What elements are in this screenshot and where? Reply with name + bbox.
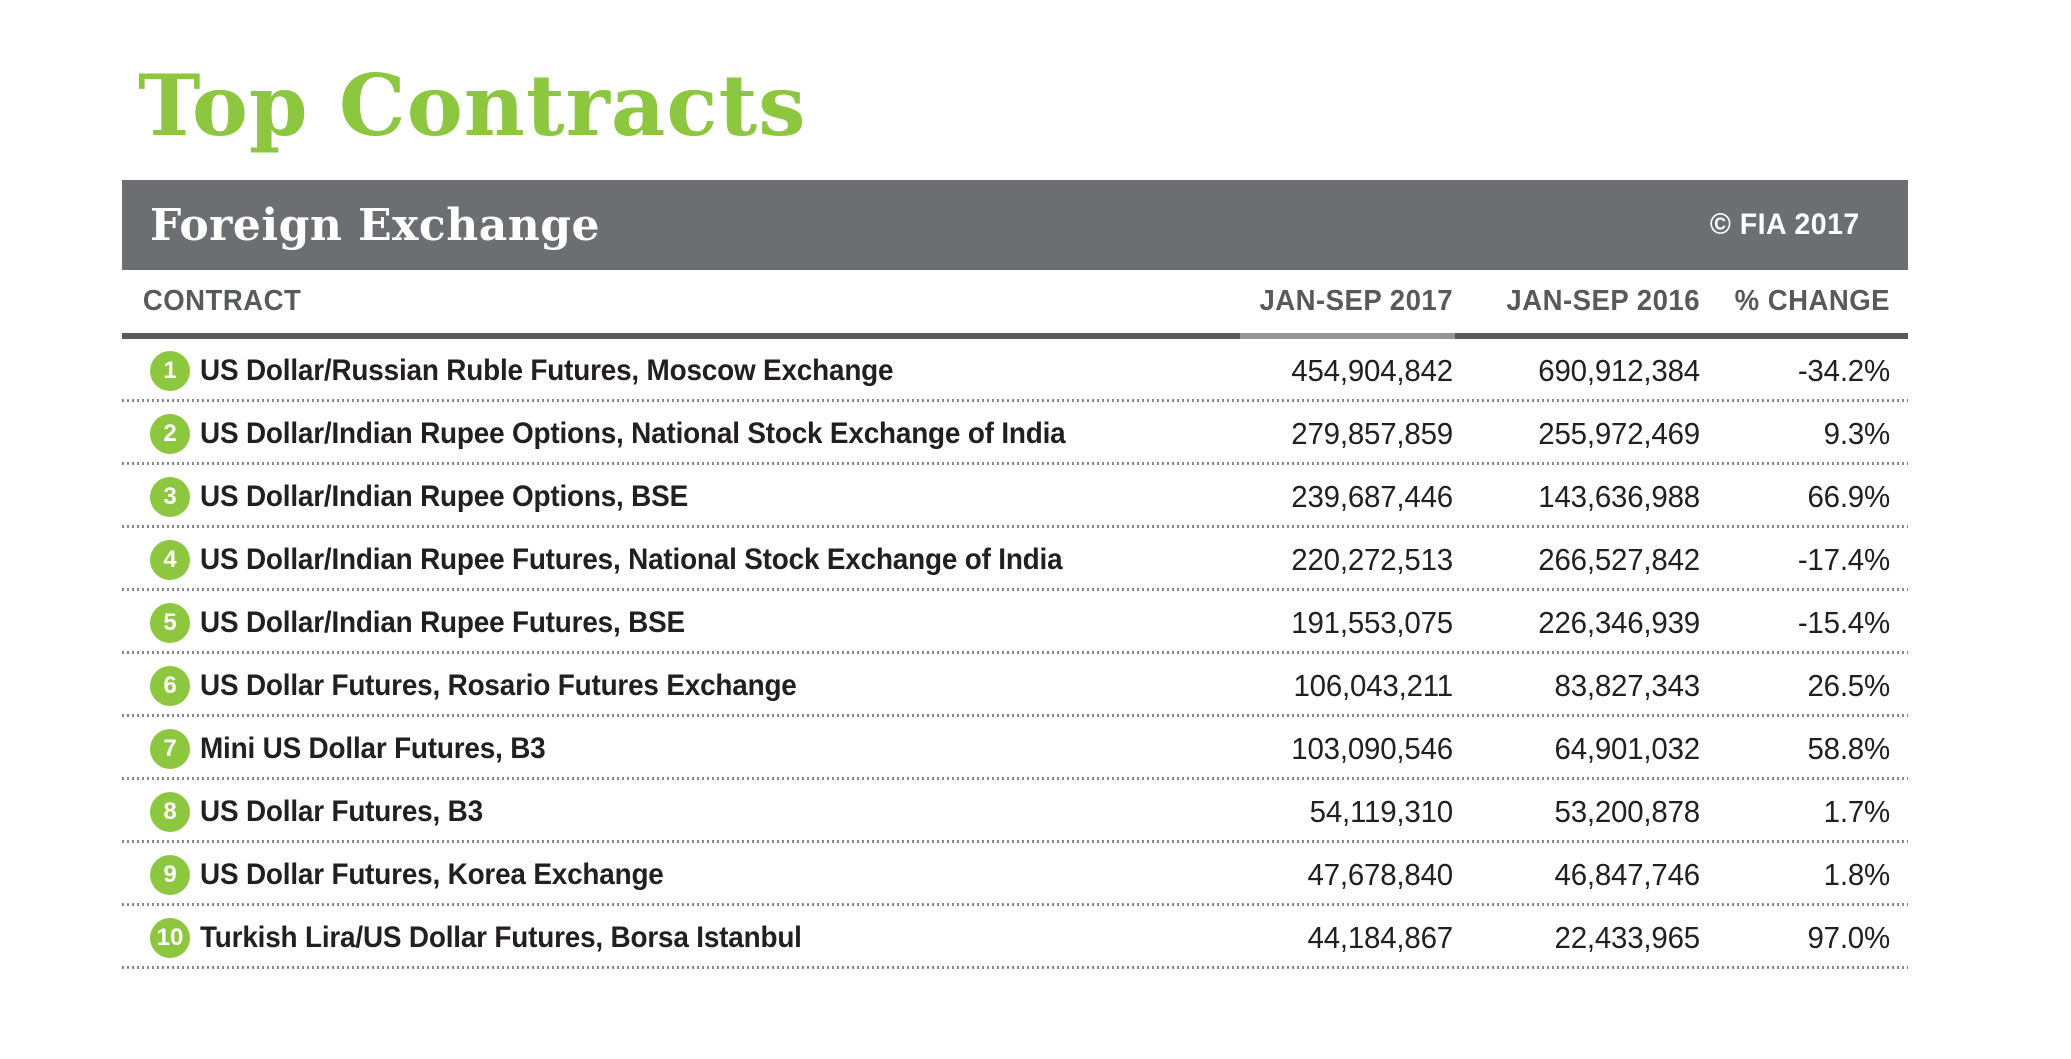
pct-change: 1.7% — [1823, 793, 1891, 829]
contract-name: US Dollar Futures, B3 — [200, 794, 483, 828]
volume-jan-sep-2017: 44,184,867 — [1307, 919, 1454, 955]
volume-jan-sep-2017: 106,043,211 — [1293, 667, 1453, 703]
rank-cell: 4 — [122, 539, 200, 580]
volume-jan-sep-2017: 103,090,546 — [1291, 730, 1453, 766]
volume-jan-sep-2017: 454,904,842 — [1291, 352, 1453, 388]
column-header-pct-change: % CHANGE — [1734, 285, 1890, 317]
pct-change: -15.4% — [1797, 604, 1890, 640]
volume-jan-sep-2016: 266,527,842 — [1538, 541, 1700, 577]
pct-change: 9.3% — [1823, 415, 1891, 451]
volume-jan-sep-2016: 83,827,343 — [1554, 667, 1701, 703]
volume-jan-sep-2017: 191,553,075 — [1291, 604, 1453, 640]
contract-name: US Dollar Futures, Korea Exchange — [200, 857, 664, 891]
volume-jan-sep-2016: 255,972,469 — [1538, 415, 1700, 451]
rank-cell: 9 — [122, 854, 200, 895]
table-row: 10 Turkish Lira/US Dollar Futures, Borsa… — [122, 906, 1908, 969]
rank-badge: 3 — [150, 476, 190, 517]
volume-jan-sep-2017: 220,272,513 — [1291, 541, 1453, 577]
pct-change: 66.9% — [1807, 478, 1890, 514]
header-rule — [122, 333, 1908, 339]
table-row: 9 US Dollar Futures, Korea Exchange 47,6… — [122, 843, 1908, 906]
rank-cell: 7 — [122, 728, 200, 769]
volume-jan-sep-2017: 47,678,840 — [1307, 856, 1454, 892]
table-row: 2 US Dollar/Indian Rupee Options, Nation… — [122, 402, 1908, 465]
volume-jan-sep-2017: 239,687,446 — [1291, 478, 1453, 514]
contract-name: US Dollar/Indian Rupee Futures, National… — [200, 542, 1063, 576]
table-body: 1 US Dollar/Russian Ruble Futures, Mosco… — [122, 339, 1908, 969]
table-header-row: CONTRACT JAN-SEP 2017 JAN-SEP 2016 % CHA… — [122, 270, 1908, 333]
contract-name: Turkish Lira/US Dollar Futures, Borsa Is… — [200, 920, 802, 954]
volume-jan-sep-2016: 226,346,939 — [1538, 604, 1700, 640]
pct-change: 26.5% — [1807, 667, 1890, 703]
top-contracts-table: CONTRACT JAN-SEP 2017 JAN-SEP 2016 % CHA… — [122, 270, 1908, 969]
rank-badge: 2 — [150, 413, 190, 454]
column-header-jan-sep-2017: JAN-SEP 2017 — [1259, 285, 1453, 317]
rank-cell: 1 — [122, 350, 200, 391]
volume-jan-sep-2017: 54,119,310 — [1309, 793, 1454, 829]
section-title: Foreign Exchange — [150, 199, 600, 251]
pct-change: 58.8% — [1807, 730, 1890, 766]
table-row: 4 US Dollar/Indian Rupee Futures, Nation… — [122, 528, 1908, 591]
table-row: 8 US Dollar Futures, B3 54,119,310 53,20… — [122, 780, 1908, 843]
column-header-contract: CONTRACT — [142, 285, 302, 317]
rank-badge: 8 — [150, 791, 190, 832]
contract-name: Mini US Dollar Futures, B3 — [200, 731, 546, 765]
copyright-label: © FIA 2017 — [1710, 208, 1860, 241]
volume-jan-sep-2016: 53,200,878 — [1554, 793, 1701, 829]
rank-cell: 8 — [122, 791, 200, 832]
rank-cell: 2 — [122, 413, 200, 454]
rank-badge: 6 — [150, 665, 190, 706]
volume-jan-sep-2016: 46,847,746 — [1554, 856, 1701, 892]
rank-badge: 4 — [150, 539, 190, 580]
rank-badge: 7 — [150, 728, 190, 769]
rank-badge: 10 — [150, 917, 190, 958]
column-header-jan-sep-2016: JAN-SEP 2016 — [1506, 285, 1700, 317]
contract-name: US Dollar/Indian Rupee Options, BSE — [200, 479, 689, 513]
contract-name: US Dollar/Russian Ruble Futures, Moscow … — [200, 353, 894, 387]
rank-cell: 5 — [122, 602, 200, 643]
table-row: 5 US Dollar/Indian Rupee Futures, BSE 19… — [122, 591, 1908, 654]
page-title: Top Contracts — [138, 56, 807, 155]
volume-jan-sep-2016: 22,433,965 — [1554, 919, 1701, 955]
section-header-bar: Foreign Exchange © FIA 2017 — [122, 180, 1908, 270]
rank-badge: 1 — [150, 350, 190, 391]
contract-name: US Dollar Futures, Rosario Futures Excha… — [200, 668, 797, 702]
rank-cell: 6 — [122, 665, 200, 706]
table-row: 1 US Dollar/Russian Ruble Futures, Mosco… — [122, 339, 1908, 402]
table-row: 6 US Dollar Futures, Rosario Futures Exc… — [122, 654, 1908, 717]
volume-jan-sep-2016: 143,636,988 — [1538, 478, 1700, 514]
pct-change: 1.8% — [1823, 856, 1891, 892]
contract-name: US Dollar/Indian Rupee Futures, BSE — [200, 605, 685, 639]
contract-name: US Dollar/Indian Rupee Options, National… — [200, 416, 1066, 450]
table-row: 3 US Dollar/Indian Rupee Options, BSE 23… — [122, 465, 1908, 528]
table-row: 7 Mini US Dollar Futures, B3 103,090,546… — [122, 717, 1908, 780]
rank-cell: 3 — [122, 476, 200, 517]
volume-jan-sep-2016: 64,901,032 — [1554, 730, 1701, 766]
pct-change: -34.2% — [1797, 352, 1890, 388]
volume-jan-sep-2016: 690,912,384 — [1538, 352, 1700, 388]
rank-badge: 9 — [150, 854, 190, 895]
rank-cell: 10 — [122, 917, 200, 958]
rank-badge: 5 — [150, 602, 190, 643]
pct-change: 97.0% — [1807, 919, 1890, 955]
pct-change: -17.4% — [1797, 541, 1890, 577]
volume-jan-sep-2017: 279,857,859 — [1291, 415, 1453, 451]
